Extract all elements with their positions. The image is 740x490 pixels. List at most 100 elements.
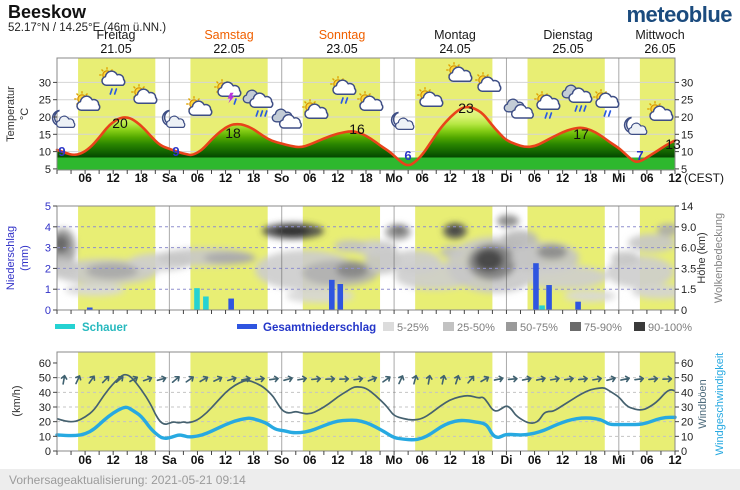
svg-text:0: 0 bbox=[681, 305, 687, 317]
temp-area bbox=[57, 107, 675, 170]
weather-icon-sun-cloud bbox=[131, 84, 158, 104]
cloud-cover-blobs bbox=[57, 215, 675, 303]
meteoblue-logo[interactable]: meteoblue bbox=[626, 2, 732, 27]
svg-text:18: 18 bbox=[135, 171, 149, 185]
day-label-samstag: Samstag 22.05 bbox=[174, 28, 284, 56]
svg-text:30: 30 bbox=[39, 77, 51, 89]
svg-text:Gesamtniederschlag: Gesamtniederschlag bbox=[263, 322, 376, 334]
wind-speed-line bbox=[55, 405, 677, 442]
weekday-date: 25.05 bbox=[552, 41, 584, 56]
svg-text:6.0: 6.0 bbox=[681, 243, 696, 255]
weather-icon-sun-cloud-rain bbox=[99, 67, 126, 95]
svg-text:25: 25 bbox=[39, 95, 51, 107]
svg-text:Windböen: Windböen bbox=[697, 379, 709, 429]
svg-text:25-50%: 25-50% bbox=[457, 322, 495, 334]
weather-icon-sun-cloud bbox=[417, 87, 444, 107]
weather-icon-sun-cloud bbox=[647, 101, 674, 121]
weather-icon-moon-cloud bbox=[51, 109, 76, 128]
svg-text:10: 10 bbox=[39, 431, 51, 443]
temp-panel: 20 18 16 23 17 13 9 9 6 7 5 5 10 10 15 15 20 20 25 25 30 30 Te… bbox=[5, 57, 724, 185]
svg-text:18: 18 bbox=[135, 453, 149, 467]
svg-text:12: 12 bbox=[219, 171, 233, 185]
svg-text:18: 18 bbox=[247, 171, 261, 185]
precip-bars bbox=[86, 263, 581, 310]
svg-text:So: So bbox=[274, 171, 289, 185]
svg-text:17: 17 bbox=[573, 126, 589, 142]
weather-icon-sun-cloud-rain bbox=[534, 91, 561, 119]
svg-text:16: 16 bbox=[349, 121, 365, 137]
svg-text:10: 10 bbox=[39, 147, 51, 159]
svg-text:2: 2 bbox=[45, 263, 51, 275]
svg-text:06: 06 bbox=[303, 453, 317, 467]
svg-text:40: 40 bbox=[39, 387, 51, 399]
footer-bar: Vorhersageaktualisierung: 2021-05-21 09:… bbox=[0, 469, 740, 490]
svg-text:18: 18 bbox=[359, 453, 373, 467]
svg-text:Mi: Mi bbox=[612, 171, 625, 185]
svg-text:Di: Di bbox=[500, 171, 512, 185]
svg-text:20: 20 bbox=[681, 112, 693, 124]
svg-text:Sa: Sa bbox=[162, 453, 177, 467]
svg-text:Mi: Mi bbox=[612, 453, 625, 467]
weather-icon-moon-cloud bbox=[390, 111, 415, 130]
svg-text:25: 25 bbox=[681, 95, 693, 107]
svg-text:20: 20 bbox=[39, 112, 51, 124]
svg-text:06: 06 bbox=[416, 171, 430, 185]
weekday-name: Mittwoch bbox=[635, 28, 685, 42]
weekday-name: Samstag bbox=[204, 28, 254, 42]
wind-gust-line bbox=[56, 373, 676, 425]
forecast-update-timestamp: Vorhersageaktualisierung: 2021-05-21 09:… bbox=[9, 473, 246, 487]
weather-icon-sun-cloud bbox=[74, 91, 101, 111]
weather-icon-sun-cloud bbox=[302, 99, 329, 119]
svg-text:Sa: Sa bbox=[162, 171, 177, 185]
svg-text:1.5: 1.5 bbox=[681, 284, 696, 296]
svg-text:Schauer: Schauer bbox=[82, 322, 128, 334]
svg-text:12: 12 bbox=[331, 171, 345, 185]
svg-text:1: 1 bbox=[45, 284, 51, 296]
svg-text:18: 18 bbox=[584, 171, 598, 185]
weather-icon-sun-cloud-storm bbox=[214, 79, 242, 105]
svg-text:12: 12 bbox=[444, 171, 458, 185]
weather-icon-clouds bbox=[271, 108, 302, 129]
svg-text:Höhe (km): Höhe (km) bbox=[696, 232, 708, 283]
svg-text:14: 14 bbox=[681, 201, 693, 213]
svg-text:12: 12 bbox=[219, 453, 233, 467]
weather-icon-cloud-rain bbox=[242, 89, 274, 117]
svg-text:9: 9 bbox=[172, 144, 179, 159]
svg-text:12: 12 bbox=[668, 171, 682, 185]
svg-text:12: 12 bbox=[107, 453, 121, 467]
svg-text:10: 10 bbox=[681, 431, 693, 443]
svg-text:5: 5 bbox=[45, 201, 51, 213]
svg-text:15: 15 bbox=[681, 129, 693, 141]
svg-text:23: 23 bbox=[458, 100, 474, 116]
wind-direction-arrows bbox=[60, 374, 673, 385]
svg-text:18: 18 bbox=[247, 453, 261, 467]
svg-text:3.5: 3.5 bbox=[681, 263, 696, 275]
weather-icon-sun-cloud bbox=[186, 96, 213, 116]
svg-text:30: 30 bbox=[39, 402, 51, 414]
svg-text:60: 60 bbox=[39, 358, 51, 370]
location-coordinates: 52.17°N / 14.25°E (46m ü.NN.) bbox=[8, 22, 167, 34]
weekday-date: 21.05 bbox=[100, 41, 132, 56]
svg-text:30: 30 bbox=[681, 77, 693, 89]
svg-text:Niederschlag: Niederschlag bbox=[5, 226, 17, 290]
svg-text:13: 13 bbox=[665, 136, 681, 152]
svg-text:Temperatur: Temperatur bbox=[5, 86, 17, 142]
svg-text:12: 12 bbox=[556, 453, 570, 467]
svg-text:4: 4 bbox=[45, 222, 51, 234]
svg-text:12: 12 bbox=[668, 453, 682, 467]
svg-text:18: 18 bbox=[225, 125, 241, 141]
svg-text:12: 12 bbox=[331, 453, 345, 467]
svg-text:Di: Di bbox=[500, 453, 512, 467]
weather-icon-moon-cloud bbox=[623, 116, 648, 135]
weekday-name: Montag bbox=[434, 28, 476, 42]
svg-text:18: 18 bbox=[472, 171, 486, 185]
weekday-name: Sonntag bbox=[318, 28, 366, 42]
svg-text:90-100%: 90-100% bbox=[648, 322, 692, 334]
svg-text:5: 5 bbox=[45, 164, 51, 176]
svg-text:20: 20 bbox=[112, 115, 128, 131]
weather-icon-sun-cloud bbox=[475, 72, 502, 92]
svg-text:3: 3 bbox=[45, 243, 51, 255]
svg-text:06: 06 bbox=[78, 171, 92, 185]
